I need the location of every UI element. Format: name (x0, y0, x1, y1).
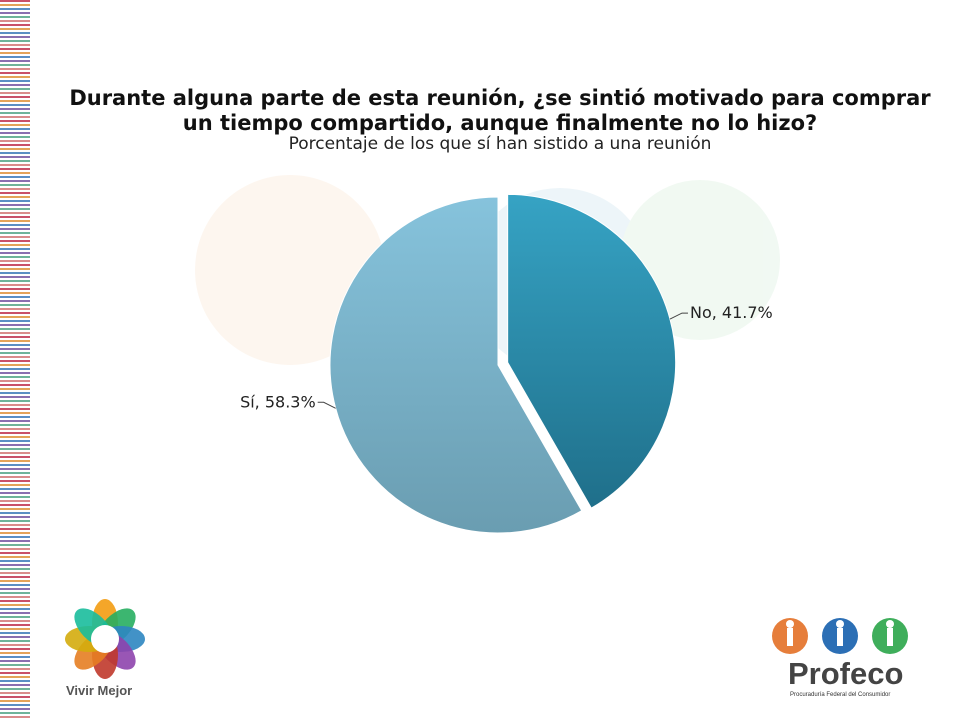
pie-slice-no (507, 193, 677, 509)
profeco-label: Profeco (788, 656, 904, 691)
vivir-mejor-logo-icon (65, 599, 145, 679)
pie-slice-si (329, 196, 583, 534)
leader-line-si (317, 401, 336, 409)
slice-label-si: Sí, 58.3% (240, 392, 316, 411)
slice-label-no: No, 41.7% (690, 303, 773, 322)
profeco-logo-icon (772, 618, 908, 654)
chart-title: Durante alguna parte de esta reunión, ¿s… (69, 86, 931, 135)
profeco-subtitle: Procuraduría Federal del Consumidor (790, 692, 891, 698)
chart-subtitle: Porcentaje de los que sí han sistido a u… (288, 134, 712, 154)
vivir-mejor-label: Vivir Mejor (66, 683, 133, 698)
decorative-stripe-border (0, 0, 30, 720)
leader-line-no (669, 312, 688, 320)
